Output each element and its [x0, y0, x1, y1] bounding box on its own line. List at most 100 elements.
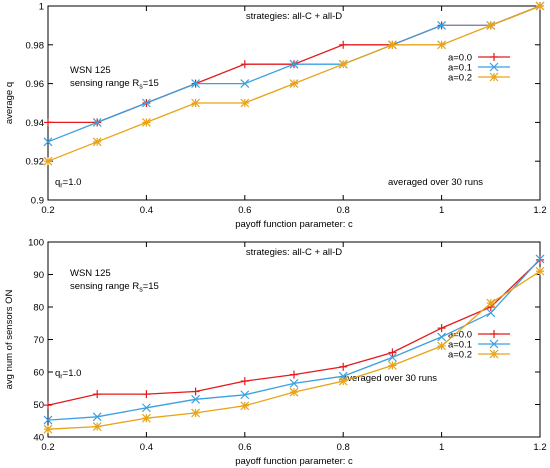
data-point	[289, 387, 299, 397]
x-tick-label: 1.2	[533, 442, 546, 453]
data-point	[43, 156, 53, 166]
data-point-stroke	[437, 341, 447, 351]
y-tick-label: 50	[33, 400, 44, 411]
data-point-stroke	[486, 20, 496, 30]
x-tick-label: 0.6	[238, 205, 251, 216]
legend-marker	[489, 62, 499, 72]
data-point	[191, 394, 201, 404]
qr-annotation: qr=1.0	[55, 368, 81, 381]
data-point	[141, 98, 151, 108]
data-point-stroke	[240, 79, 250, 89]
sensing-range-annotation-text: sensing range R	[70, 78, 139, 89]
data-point	[437, 324, 446, 333]
data-point-stroke	[141, 98, 151, 108]
y-tick-label: 60	[33, 368, 44, 379]
x-tick-label: 0.2	[41, 205, 54, 216]
x-tick-label: 0.2	[41, 442, 54, 453]
data-point-stroke	[141, 117, 151, 127]
data-point-stroke	[338, 376, 348, 386]
data-point	[486, 298, 496, 308]
data-point-stroke	[92, 137, 102, 147]
qr-annotation: qr=1.0	[55, 177, 81, 190]
data-point-stroke	[437, 20, 447, 30]
data-point-stroke	[92, 422, 102, 432]
data-point	[536, 255, 544, 264]
sensing-range-annotation-subscript: s	[139, 287, 143, 294]
chart-1: 0.2 0.4 0.6 0.8 1 1.2 0.9 0.92 0.94 0.96 0.98 1 payo…	[4, 2, 547, 231]
data-point	[387, 40, 397, 50]
data-point	[388, 348, 397, 357]
qr-annotation-subscript: r	[60, 374, 63, 381]
legend-marker-stroke	[489, 72, 499, 82]
data-point-stroke	[240, 401, 250, 411]
data-point-stroke	[240, 98, 250, 108]
legend-marker-stroke	[489, 339, 499, 349]
data-point-stroke	[43, 424, 53, 434]
data-point	[290, 370, 298, 379]
data-point	[338, 376, 348, 386]
y-axis-label: average q	[4, 82, 15, 124]
chart-2: 0.2 0.4 0.6 0.8 1 1.2 40 50 60 70 80 90 100 payoff fu…	[4, 238, 547, 468]
network-annotation: WSN 125	[70, 268, 111, 279]
x-tick-label: 1.2	[533, 205, 546, 216]
x-tick-label: 0.8	[337, 205, 350, 216]
y-tick-label: 1	[39, 2, 44, 13]
data-point-stroke	[387, 352, 397, 362]
data-point	[289, 378, 299, 388]
sensing-range-annotation-text: =15	[143, 78, 159, 89]
data-point-stroke	[191, 408, 201, 418]
x-tick-label: 1	[439, 442, 444, 453]
y-tick-label: 70	[33, 335, 44, 346]
data-point	[43, 137, 53, 147]
data-point	[191, 98, 201, 108]
legend-label: a=0.0	[448, 53, 472, 64]
data-point	[437, 332, 447, 342]
legend-label: a=0.2	[448, 350, 472, 361]
x-axis-label: payoff function parameter: c	[235, 456, 353, 467]
y-tick-label: 0.9	[31, 196, 44, 207]
y-axis-label: avg num of sensors ON	[4, 289, 15, 389]
data-point	[437, 40, 447, 50]
sensing-range-annotation-text: =15	[143, 281, 159, 292]
series-a-0-2	[43, 1, 545, 166]
data-point-stroke	[486, 298, 496, 308]
data-point-stroke	[92, 412, 102, 422]
data-point	[141, 403, 151, 413]
data-point	[535, 1, 545, 11]
legend-label: a=0.0	[448, 330, 472, 341]
runs-annotation: averaged over 30 runs	[388, 177, 483, 188]
qr-annotation-subscript: r	[60, 183, 63, 190]
data-point-stroke	[43, 137, 53, 147]
data-point-stroke	[43, 415, 53, 425]
data-point-stroke	[289, 79, 299, 89]
data-point	[387, 361, 397, 370]
data-point-stroke	[191, 98, 201, 108]
series-a-0-2	[43, 266, 545, 434]
data-point-stroke	[387, 40, 397, 50]
data-point	[339, 362, 348, 371]
data-point	[339, 40, 348, 49]
qr-annotation-text: =1.0	[63, 368, 82, 379]
data-point	[387, 352, 397, 362]
x-tick-label: 0.4	[140, 205, 153, 216]
data-point	[240, 390, 250, 400]
legend-label: a=0.1	[448, 63, 472, 74]
data-point	[92, 412, 102, 422]
data-point	[44, 401, 52, 410]
data-point	[142, 390, 151, 399]
y-tick-label: 100	[28, 238, 44, 249]
legend-label: a=0.1	[448, 340, 472, 351]
data-point-stroke	[535, 254, 545, 264]
sensing-range-annotation-text: sensing range R	[70, 281, 139, 292]
x-axis-label: payoff function parameter: c	[235, 219, 353, 230]
data-point	[486, 308, 496, 318]
data-point	[191, 387, 200, 396]
data-point	[191, 408, 201, 418]
y-tick-label: 0.94	[26, 118, 45, 129]
legend-marker	[489, 349, 499, 359]
data-point	[535, 266, 545, 276]
x-tick-label: 0.8	[337, 442, 350, 453]
data-point	[141, 117, 151, 127]
data-point-stroke	[486, 308, 496, 318]
